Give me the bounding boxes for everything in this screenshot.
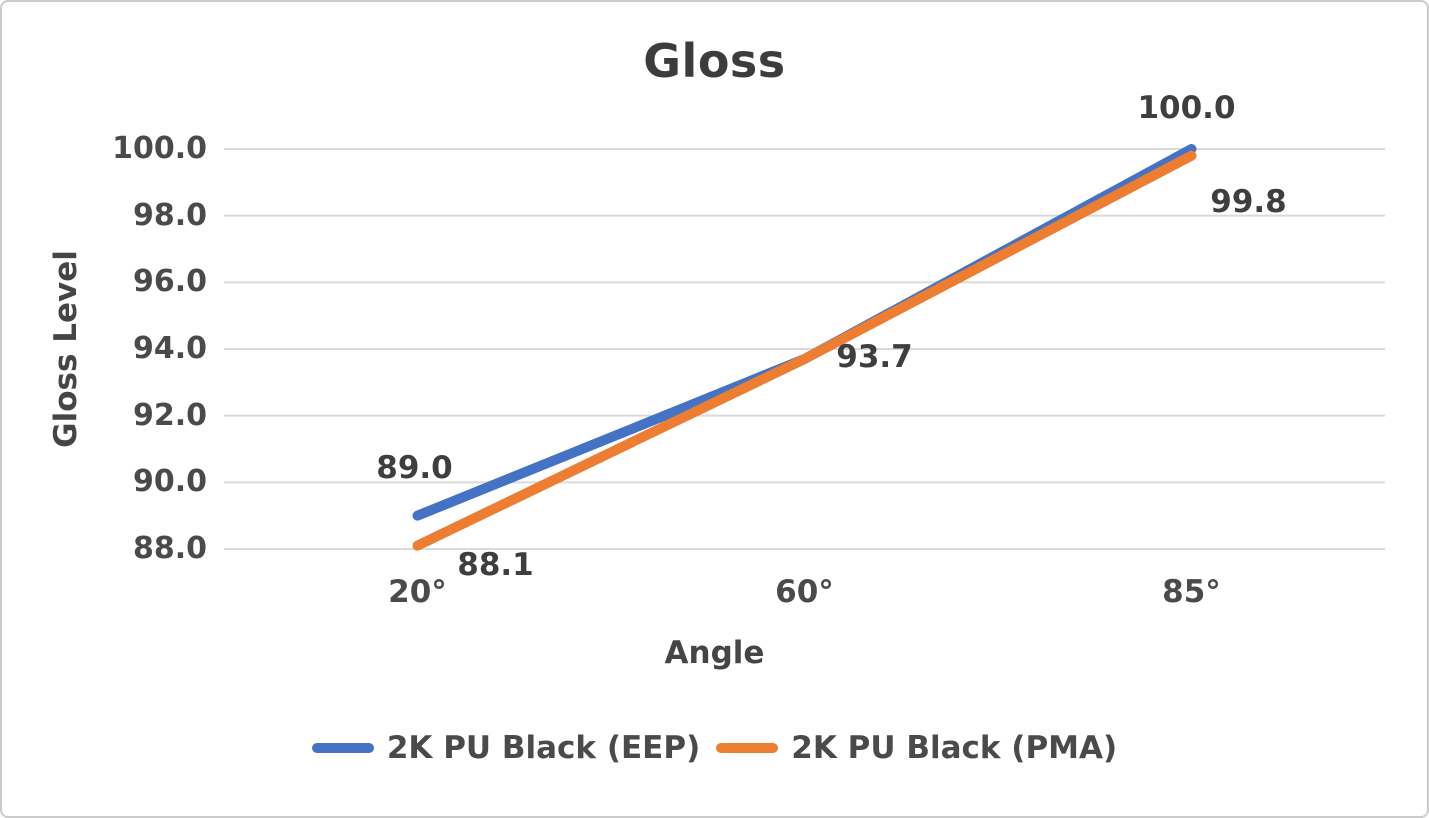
- chart-title: Gloss: [643, 34, 786, 88]
- legend-swatch-icon: [716, 743, 779, 753]
- y-tick-label: 96.0: [132, 264, 207, 300]
- y-tick-label: 92.0: [132, 397, 207, 433]
- y-tick-label: 98.0: [132, 197, 207, 233]
- legend-item: 2K PU Black (PMA): [716, 730, 1117, 766]
- data-label: 100.0: [1137, 90, 1236, 126]
- data-label: 88.1: [457, 546, 534, 583]
- x-tick-label: 60°: [775, 574, 834, 610]
- legend-label: 2K PU Black (EEP): [386, 730, 701, 766]
- series-line-0: [412, 144, 1197, 521]
- x-tick-label: 20°: [388, 574, 447, 610]
- legend-item: 2K PU Black (EEP): [311, 730, 701, 766]
- y-tick-label: 90.0: [132, 464, 207, 500]
- legend: 2K PU Black (EEP) 2K PU Black (PMA): [2, 730, 1427, 766]
- data-label: 99.8: [1210, 183, 1287, 220]
- legend-swatch-icon: [311, 743, 374, 753]
- y-tick-label: 100.0: [112, 131, 207, 166]
- x-tick-label: 85°: [1162, 574, 1221, 610]
- y-tick-label: 88.0: [132, 531, 207, 566]
- y-tick-label: 94.0: [132, 331, 207, 366]
- legend-label: 2K PU Black (PMA): [791, 730, 1118, 766]
- data-label: 93.7: [836, 339, 913, 375]
- data-label: 89.0: [376, 449, 453, 486]
- x-axis-title: Angle: [664, 635, 765, 671]
- series-line-1: [412, 150, 1197, 551]
